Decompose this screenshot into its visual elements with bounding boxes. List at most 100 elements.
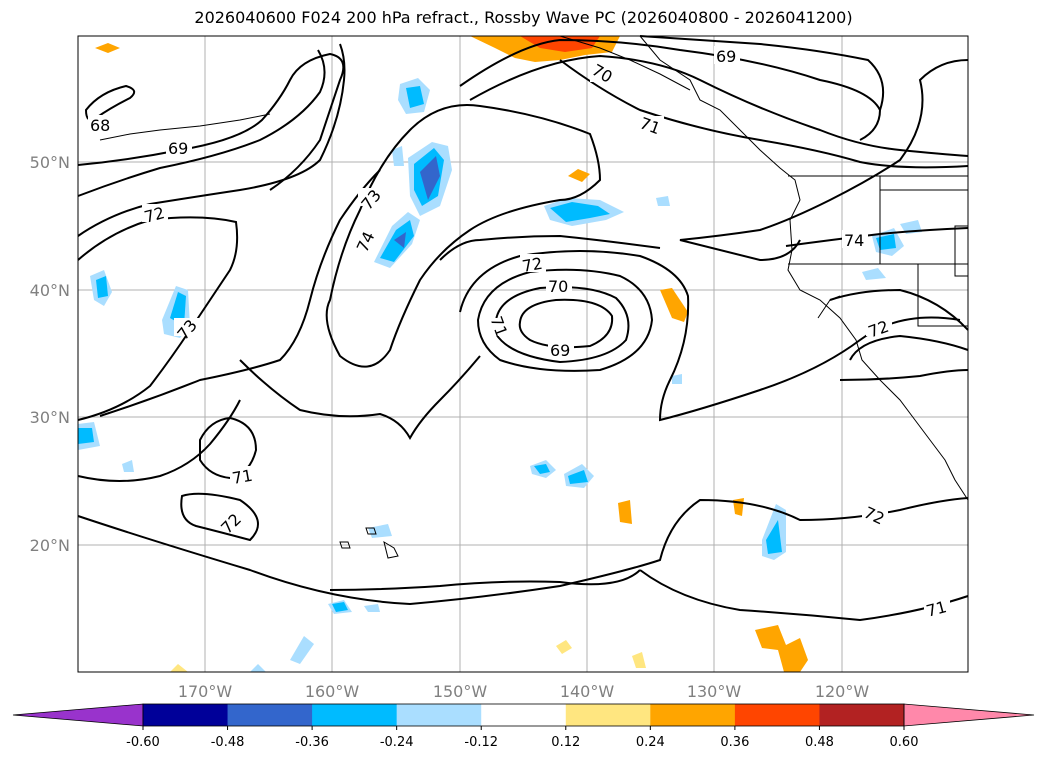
contour-label: 74 <box>844 231 864 250</box>
contour-73 <box>99 169 381 417</box>
contour-72-west <box>77 399 241 482</box>
lat-label: 30°N <box>30 408 70 427</box>
gridlines <box>78 36 968 672</box>
negative-anomaly-patch <box>672 374 682 384</box>
contour-label: 69 <box>168 139 188 158</box>
contour-72-ca <box>829 288 969 331</box>
lat-label: 40°N <box>30 281 70 300</box>
contour-71-south <box>329 569 641 591</box>
negative-anomaly-patch <box>364 604 380 612</box>
contour-label: 69 <box>716 47 736 66</box>
negative-anomaly-patch <box>568 470 588 484</box>
island-hawaii <box>339 541 351 549</box>
lon-label: 140°W <box>560 682 615 701</box>
lon-label: 130°W <box>687 682 742 701</box>
contour-label: 72 <box>142 203 167 227</box>
positive-anomaly-patch <box>556 640 572 654</box>
colorbar-segment <box>565 704 651 726</box>
border-state <box>917 264 968 327</box>
negative-anomaly-patch <box>332 602 348 612</box>
colorbar-segment <box>143 704 229 726</box>
contour-72-east <box>679 59 969 262</box>
colorbar-tick-label: 0.60 <box>890 735 919 750</box>
negative-anomaly-patch <box>876 234 896 250</box>
negative-anomaly-patch <box>550 202 610 222</box>
negative-anomaly-patch <box>394 232 406 248</box>
contour-70 <box>77 49 326 197</box>
map-panel: 68 69 72 73 74 73 71 72 69 70 71 72 70 <box>77 35 969 673</box>
contour-69-ne <box>639 35 884 111</box>
lat-label: 50°N <box>30 153 70 172</box>
positive-anomaly-patch <box>618 500 632 524</box>
island-hawaii <box>383 540 399 559</box>
negative-anomaly-patch <box>766 520 782 554</box>
positive-anomaly-patch <box>568 169 590 182</box>
colorbar-segment <box>312 704 398 726</box>
contour-71-loop <box>199 416 258 480</box>
contour-70-low <box>495 286 630 364</box>
colorbar-tick-label: -0.36 <box>295 735 329 750</box>
contour-label: 72 <box>521 254 544 276</box>
shaded-anomalies <box>78 36 922 672</box>
colorbar-tick-label: 0.12 <box>551 735 580 750</box>
contour-73-mid <box>439 234 661 261</box>
contour-71-se <box>639 569 969 622</box>
positive-anomaly-patch <box>660 288 688 322</box>
lat-label: 20°N <box>30 536 70 555</box>
contour-71-north <box>559 59 969 169</box>
contour-72-loop <box>180 492 259 542</box>
coastline-north-america <box>639 35 969 501</box>
positive-anomaly-patch <box>632 652 646 668</box>
negative-anomaly-patch <box>96 276 108 298</box>
lon-label: 150°W <box>433 682 488 701</box>
lon-label: 170°W <box>178 682 233 701</box>
contour-72-south <box>77 497 969 606</box>
positive-anomaly-patch <box>755 625 808 672</box>
colorbar-segment <box>819 704 905 726</box>
colorbar: -0.60 -0.48 -0.36 -0.24 -0.12 0.12 0.24 0.36 0.4… <box>12 703 1035 750</box>
island-hawaii <box>365 527 377 535</box>
map-frame <box>77 35 969 673</box>
negative-anomaly-patch <box>656 196 670 206</box>
contour-72-ca3 <box>839 369 969 381</box>
lon-axis-labels: 170°W 160°W 150°W 140°W 130°W 120°W <box>178 682 870 701</box>
contour-label: 71 <box>924 597 949 621</box>
lon-label: 120°W <box>815 682 870 701</box>
colorbar-tick-label: -0.12 <box>464 735 498 750</box>
colorbar-tick-label: 0.24 <box>636 735 665 750</box>
negative-anomaly-patch <box>392 146 404 166</box>
contour-label: 69 <box>550 341 570 360</box>
negative-anomaly-patch <box>534 464 550 474</box>
positive-anomaly-patch <box>170 664 188 672</box>
contour-72-low <box>459 250 961 422</box>
colorbar-tick-label: -0.60 <box>126 735 160 750</box>
coastline-aleutians <box>99 113 271 141</box>
colorbar-segment <box>396 704 482 726</box>
contour-label: 68 <box>90 116 110 135</box>
contour-69-north <box>469 54 969 157</box>
negative-anomaly-patch <box>122 460 134 472</box>
coastlines <box>99 35 969 559</box>
contour-74 <box>325 104 602 368</box>
negative-anomaly-patch <box>420 156 440 200</box>
colorbar-segment <box>227 704 313 726</box>
colorbar-extend-low <box>12 703 144 727</box>
colorbar-segment <box>650 704 736 726</box>
colorbar-tick-label: 0.36 <box>720 735 749 750</box>
negative-anomaly-patch <box>406 86 424 108</box>
negative-anomaly-patch <box>250 664 266 672</box>
contour-72-ca2 <box>849 334 969 361</box>
lon-label: 160°W <box>305 682 360 701</box>
lat-axis-labels: 50°N 40°N 30°N 20°N <box>30 153 70 555</box>
colorbar-tick-label: 0.48 <box>805 735 834 750</box>
colorbar-segment <box>734 704 820 726</box>
colorbar-extend-high <box>903 703 1035 727</box>
contour-69-low <box>518 298 614 349</box>
colorbar-tick-label: -0.48 <box>211 735 245 750</box>
colorbar-outline <box>142 703 905 727</box>
contour-label: 70 <box>548 277 568 296</box>
positive-anomaly-patch <box>95 43 120 53</box>
map-title: 2026040600 F024 200 hPa refract., Rossby… <box>194 8 853 27</box>
contour-label: 71 <box>231 466 254 488</box>
